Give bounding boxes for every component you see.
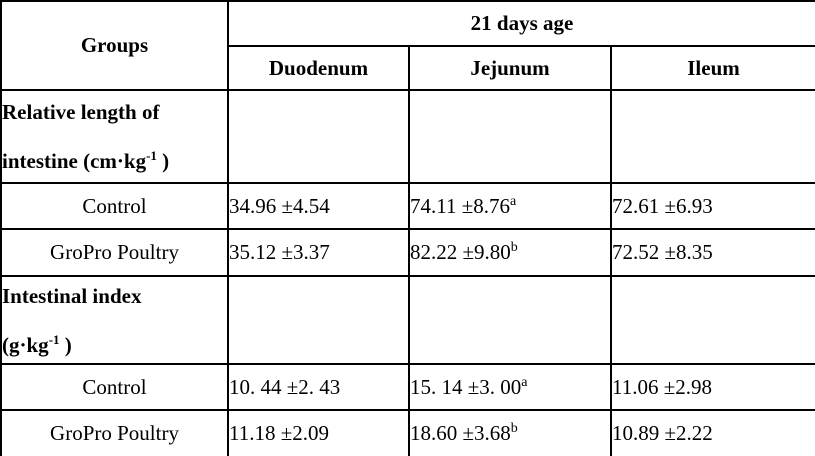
column-header-ileum: Ileum	[609, 45, 815, 91]
section-title-line1: Intestinal index	[2, 283, 142, 308]
value-cell-ileum: 10.89 ±2.22	[609, 409, 815, 456]
table-row: Control 10. 44 ±2. 43 15. 14 ±3. 00a 11.…	[0, 363, 815, 411]
section-title-intestinal-index: Intestinal index (g·kg-1 )	[0, 275, 229, 365]
value-text: 35.12 ±3.37	[229, 240, 330, 264]
value-text: 11.18 ±2.09	[229, 421, 329, 445]
value-text: 10. 44 ±2. 43	[229, 374, 341, 399]
value-cell-ileum: 72.52 ±8.35	[609, 228, 815, 277]
value-cell-ileum: 72.61 ±6.93	[609, 182, 815, 230]
value-cell-jejunum: 15. 14 ±3. 00a	[408, 363, 612, 411]
value-text: 74.11 ±8.76	[410, 193, 510, 218]
significance-superscript: a	[510, 193, 517, 209]
value-text: 10.89 ±2.22	[612, 421, 713, 445]
value-text: 34.96 ±4.54	[229, 193, 330, 218]
empty-cell	[609, 275, 815, 365]
section-title-line2: intestine (cm·kg-1 )	[2, 148, 226, 173]
group-label-gropro: GroPro Poultry	[0, 228, 229, 277]
value-cell-duodenum: 11.18 ±2.09	[227, 409, 410, 456]
value-cell-duodenum: 34.96 ±4.54	[227, 182, 410, 230]
value-text: 11.06 ±2.98	[612, 374, 712, 399]
value-cell-duodenum: 35.12 ±3.37	[227, 228, 410, 277]
groups-column-header: Groups	[0, 0, 229, 91]
value-cell-jejunum: 82.22 ±9.80b	[408, 228, 612, 277]
section-title-line2: (g·kg-1 )	[2, 331, 226, 357]
value-text: 72.61 ±6.93	[612, 193, 713, 218]
column-header-duodenum: Duodenum	[227, 45, 410, 91]
empty-cell	[227, 89, 410, 184]
value-text: 15. 14 ±3. 00	[410, 374, 522, 399]
section-title-relative-length: Relative length of intestine (cm·kg-1 )	[0, 89, 229, 184]
unit-close-paren: )	[156, 149, 170, 173]
value-cell-jejunum: 74.11 ±8.76a	[408, 182, 612, 230]
unit-close-paren: )	[59, 332, 72, 357]
value-text: 72.52 ±8.35	[612, 240, 713, 264]
age-group-header: 21 days age	[226, 0, 815, 47]
value-text: 82.22 ±9.80	[410, 240, 511, 264]
value-cell-duodenum: 10. 44 ±2. 43	[227, 363, 410, 411]
significance-superscript: b	[510, 240, 518, 255]
unit-exponent: -1	[48, 331, 60, 347]
table-row: Control 34.96 ±4.54 74.11 ±8.76a 72.61 ±…	[0, 182, 815, 230]
section-title-line1: Relative length of	[2, 100, 160, 124]
significance-superscript: b	[510, 421, 518, 436]
unit-exponent: -1	[146, 148, 157, 163]
column-header-jejunum: Jejunum	[408, 45, 612, 91]
significance-superscript: a	[521, 374, 528, 390]
group-label-control: Control	[0, 182, 229, 230]
value-cell-jejunum: 18.60 ±3.68b	[408, 409, 612, 456]
unit-text: intestine (cm·kg	[2, 149, 147, 173]
empty-cell	[408, 89, 612, 184]
table-row: GroPro Poultry 11.18 ±2.09 18.60 ±3.68b …	[0, 409, 815, 456]
table-row: GroPro Poultry 35.12 ±3.37 82.22 ±9.80b …	[0, 228, 815, 277]
group-label-gropro: GroPro Poultry	[0, 409, 229, 456]
empty-cell	[609, 89, 815, 184]
value-text: 18.60 ±3.68	[410, 421, 511, 445]
empty-cell	[408, 275, 612, 365]
unit-text: (g·kg	[2, 332, 49, 357]
group-label-control: Control	[0, 363, 229, 411]
empty-cell	[227, 275, 410, 365]
value-cell-ileum: 11.06 ±2.98	[609, 363, 815, 411]
